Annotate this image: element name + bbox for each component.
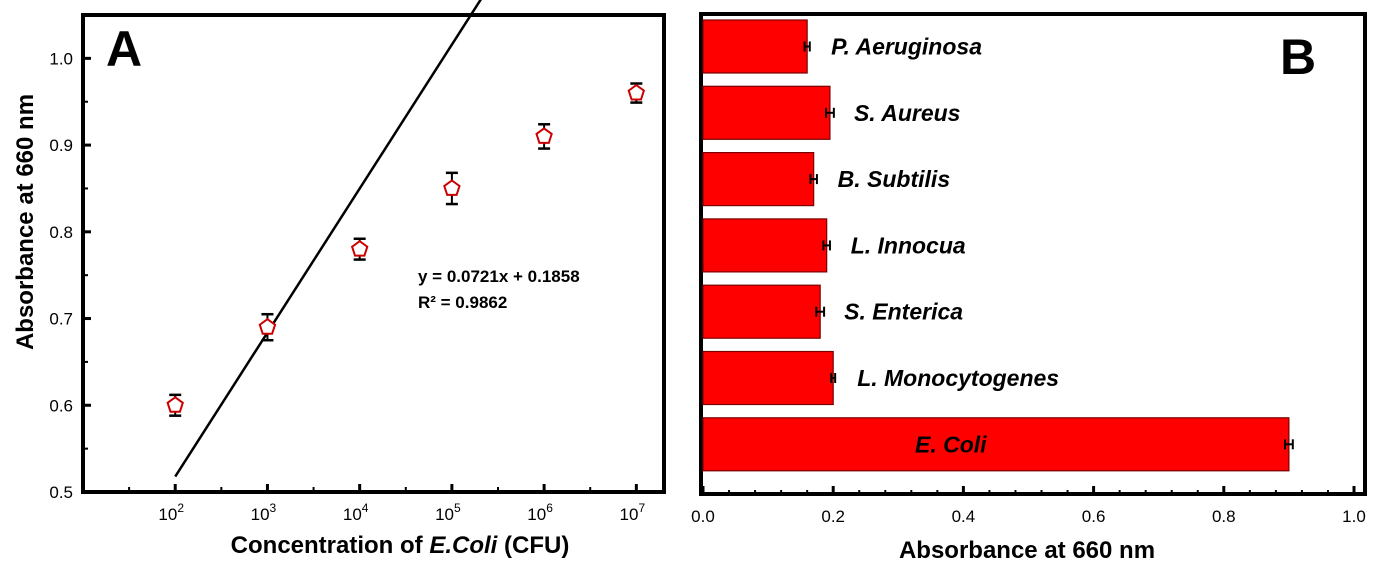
x-tick-label: 106: [527, 501, 553, 524]
data-point: [258, 317, 277, 335]
fit-line: [174, 0, 482, 478]
panel-a-chart: A Absorbance at 660 nm Concentration of …: [12, 0, 666, 559]
panel-a-x-title-prefix: Concentration of: [231, 532, 430, 559]
x-tick-label: 105: [435, 501, 461, 524]
data-point: [443, 179, 461, 196]
bar: [702, 284, 821, 339]
panel-b-plot-frame: [699, 12, 1367, 496]
bar: [702, 218, 828, 273]
fit-equation: y = 0.0721x + 0.1858: [418, 267, 580, 286]
panel-b-bars: P. Aeruginosa S. Aureus B. Subtilis L. Inno…: [702, 19, 1294, 472]
x-tick-label: 103: [251, 501, 277, 524]
panel-b-x-axis-title: Absorbance at 660 nm: [899, 537, 1155, 564]
y-tick-label: 0.9: [49, 136, 73, 155]
bar-label: E. Coli: [915, 431, 987, 457]
data-point: [166, 396, 184, 413]
x-tick-label: 104: [343, 501, 369, 524]
panel-a-data-points: [166, 82, 646, 417]
bar-label: P. Aeruginosa: [831, 34, 982, 60]
bar-label: S. Enterica: [844, 299, 963, 325]
x-tick-label: 0.4: [952, 507, 976, 526]
x-tick-label: 0.8: [1212, 507, 1236, 526]
bar: [702, 152, 815, 207]
panel-a-plot-frame: [81, 13, 666, 494]
x-tick-label: 0.6: [1082, 507, 1106, 526]
x-tick-label: 0.0: [691, 507, 715, 526]
y-tick-label: 0.6: [49, 396, 73, 415]
data-point: [535, 127, 553, 144]
data-point: [627, 83, 646, 101]
bar: [702, 19, 808, 74]
x-tick-label: 1.0: [1342, 507, 1366, 526]
panel-b-x-ticks: 0.0 0.2 0.4 0.6 0.8 1.0: [691, 486, 1366, 526]
panel-b-chart: B Absorbance at 660 nm P. Aeruginosa S. A…: [691, 12, 1367, 564]
panel-a-x-axis-title: Concentration of E.Coli (CFU): [231, 532, 570, 559]
panel-a-x-title-italic: E.Coli: [429, 532, 498, 559]
bar-label: B. Subtilis: [838, 166, 950, 192]
panel-a-letter: A: [106, 21, 142, 77]
r-squared: R² = 0.9862: [418, 293, 507, 312]
panel-b-letter: B: [1280, 29, 1316, 85]
bar-label: S. Aureus: [854, 100, 961, 126]
bar: [702, 350, 834, 406]
y-tick-label: 0.8: [49, 223, 73, 242]
panel-a-x-ticks: 102 103 104 105 106 107: [128, 484, 646, 524]
x-tick-label: 102: [158, 501, 184, 524]
y-tick-label: 0.5: [49, 483, 73, 502]
y-tick-label: 0.7: [49, 310, 73, 329]
panel-a-y-axis-title: Absorbance at 660 nm: [12, 94, 39, 350]
panel-a-y-ticks: 0.5 0.6 0.7 0.8 0.9 1.0: [49, 49, 91, 502]
y-tick-label: 1.0: [49, 49, 73, 68]
data-point: [350, 239, 369, 257]
x-tick-label: 0.2: [821, 507, 845, 526]
bar: [702, 85, 831, 140]
x-tick-label: 107: [620, 501, 646, 524]
bar: [702, 417, 1290, 472]
bar-label: L. Monocytogenes: [857, 365, 1059, 391]
bar-label: L. Innocua: [851, 232, 966, 258]
panel-a-x-title-suffix: (CFU): [497, 532, 569, 559]
